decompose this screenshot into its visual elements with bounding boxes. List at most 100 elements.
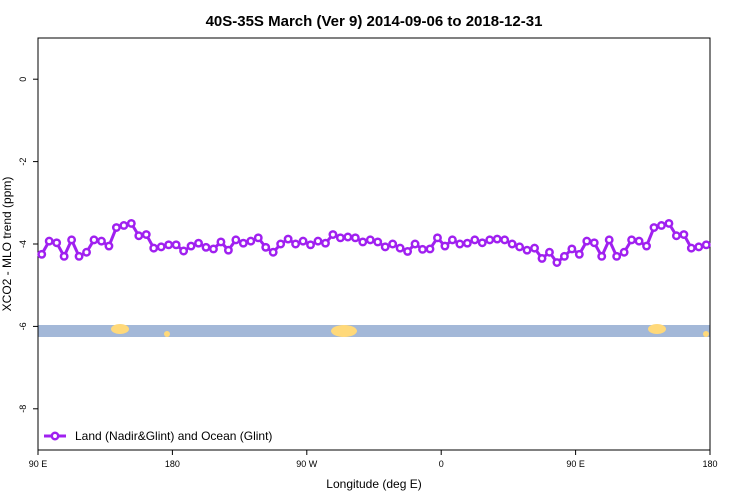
point: [410, 239, 420, 249]
point: [604, 235, 614, 245]
point: [507, 239, 517, 249]
point: [657, 221, 666, 230]
point: [74, 251, 84, 261]
point: [470, 235, 480, 245]
point: [59, 251, 69, 261]
point: [37, 249, 47, 259]
point: [537, 253, 547, 263]
x-tick-label: 90 W: [296, 459, 318, 469]
point: [149, 243, 159, 253]
point: [455, 239, 465, 249]
point: [261, 242, 271, 252]
point: [350, 233, 360, 243]
y-tick-label: -2: [18, 158, 28, 166]
point: [462, 238, 472, 248]
point: [425, 244, 435, 254]
chart-title: 40S-35S March (Ver 9) 2014-09-06 to 2018…: [206, 13, 543, 30]
y-tick-label: -6: [18, 322, 28, 330]
point: [440, 241, 450, 251]
point: [582, 236, 592, 246]
point: [612, 251, 622, 261]
point: [268, 247, 278, 257]
y-tick-label: 0: [18, 77, 28, 82]
point: [141, 230, 151, 239]
point: [119, 221, 129, 230]
point: [589, 238, 599, 248]
point: [156, 242, 166, 252]
point: [283, 234, 293, 244]
legend-marker: [50, 431, 60, 441]
point: [67, 235, 77, 245]
point: [380, 242, 390, 252]
point: [194, 238, 203, 248]
point: [134, 231, 144, 241]
point: [433, 233, 442, 243]
point: [373, 237, 383, 247]
point: [627, 235, 637, 245]
x-tick-label: 90 E: [566, 459, 585, 469]
point: [313, 236, 323, 246]
point: [201, 242, 211, 252]
point: [82, 247, 91, 257]
point: [276, 239, 286, 249]
point: [642, 241, 651, 251]
point: [515, 242, 525, 252]
point: [597, 251, 607, 261]
point: [179, 246, 189, 256]
point: [619, 247, 629, 257]
x-tick-label: 180: [165, 459, 180, 469]
point: [545, 247, 554, 257]
point: [671, 231, 681, 241]
point: [388, 239, 398, 249]
point: [694, 242, 704, 252]
point: [246, 236, 256, 246]
x-axis-label: Longitude (deg E): [326, 477, 421, 491]
point: [500, 235, 510, 245]
point: [395, 243, 405, 253]
point: [552, 258, 562, 267]
point: [447, 235, 457, 245]
point: [104, 241, 114, 251]
point: [477, 238, 487, 248]
point: [238, 238, 248, 248]
point: [485, 235, 495, 245]
land-ocean-mask: [38, 324, 710, 337]
point: [44, 236, 54, 246]
point: [321, 238, 330, 248]
point: [209, 244, 218, 254]
y-tick-label: -4: [18, 240, 28, 248]
point: [186, 241, 196, 251]
point: [343, 232, 353, 242]
y-tick-label: -8: [18, 405, 28, 413]
point: [559, 251, 569, 261]
point: [530, 243, 539, 253]
point: [335, 233, 345, 243]
point: [223, 245, 233, 255]
point: [216, 237, 226, 247]
point: [328, 230, 338, 239]
point: [492, 234, 502, 244]
point: [522, 245, 532, 255]
point: [97, 236, 106, 246]
point: [52, 238, 62, 248]
point: [111, 223, 121, 232]
point: [365, 235, 375, 245]
point: [253, 233, 263, 243]
point: [306, 240, 315, 250]
point: [231, 235, 241, 245]
point: [634, 236, 644, 246]
point: [701, 240, 711, 250]
point: [418, 244, 427, 254]
point: [403, 246, 413, 256]
point: [298, 236, 308, 246]
point: [679, 230, 689, 239]
point: [574, 249, 584, 259]
point: [358, 237, 368, 247]
x-tick-label: 180: [702, 459, 717, 469]
point: [649, 223, 659, 232]
point: [567, 244, 577, 254]
point: [126, 218, 136, 228]
point: [291, 239, 301, 249]
point: [171, 240, 181, 250]
